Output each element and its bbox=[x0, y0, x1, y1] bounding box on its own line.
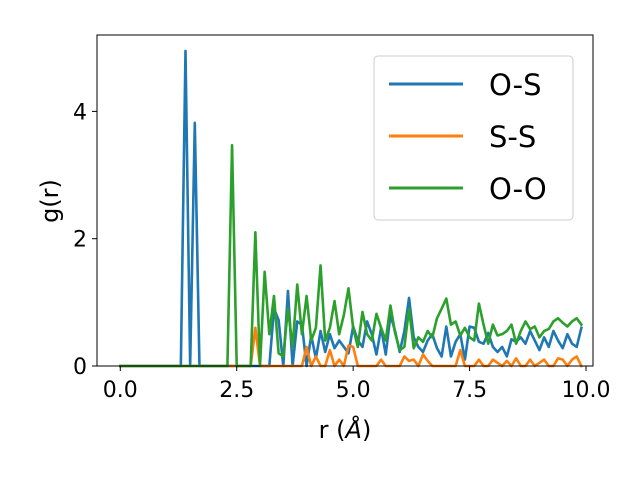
y-tick-label: 4 bbox=[73, 100, 87, 125]
legend-label-o-o: O-O bbox=[489, 172, 547, 206]
x-tick-label: 5.0 bbox=[336, 378, 371, 403]
x-tick-label: 2.5 bbox=[219, 378, 254, 403]
y-axis-ticks: 0 2 4 bbox=[73, 100, 97, 380]
legend-box bbox=[373, 55, 574, 221]
legend: O-S S-S O-O bbox=[373, 55, 574, 221]
legend-label-s-s: S-S bbox=[489, 120, 536, 154]
y-tick-label: 0 bbox=[73, 355, 87, 380]
x-tick-label: 0.0 bbox=[103, 378, 138, 403]
legend-label-o-s: O-S bbox=[489, 68, 542, 102]
x-tick-label: 10.0 bbox=[562, 378, 611, 403]
plot-frame bbox=[96, 34, 594, 367]
x-axis-label: r (Å) bbox=[319, 415, 372, 444]
x-tick-label: 7.5 bbox=[452, 378, 487, 403]
y-axis-label: g(r) bbox=[36, 179, 64, 223]
x-axis-ticks: 0.0 2.5 5.0 7.5 10.0 bbox=[103, 366, 611, 403]
series-line-o-s bbox=[118, 49, 583, 368]
y-tick-label: 2 bbox=[73, 228, 87, 253]
